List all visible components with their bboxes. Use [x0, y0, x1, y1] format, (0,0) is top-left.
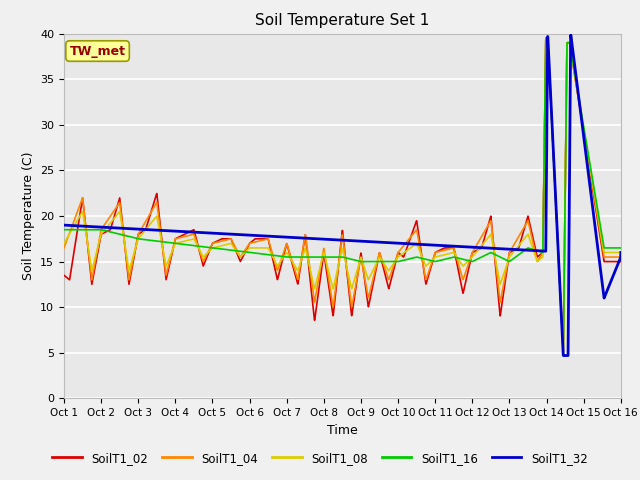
SoilT1_32	[298, 235, 305, 241]
SoilT1_02	[124, 268, 131, 274]
SoilT1_02	[617, 259, 625, 264]
SoilT1_02	[542, 35, 550, 41]
SoilT1_02	[559, 349, 567, 355]
SoilT1_32	[617, 250, 625, 255]
SoilT1_08	[124, 259, 131, 264]
SoilT1_16	[606, 245, 614, 251]
Line: SoilT1_32: SoilT1_32	[64, 35, 621, 356]
SoilT1_32	[606, 280, 614, 286]
SoilT1_16	[124, 233, 131, 239]
SoilT1_04	[559, 349, 567, 355]
SoilT1_02	[157, 225, 164, 231]
SoilT1_04	[606, 254, 614, 260]
SoilT1_08	[617, 250, 625, 255]
Y-axis label: Soil Temperature (C): Soil Temperature (C)	[22, 152, 35, 280]
X-axis label: Time: Time	[327, 424, 358, 437]
SoilT1_16	[617, 245, 625, 251]
SoilT1_32	[157, 228, 164, 233]
SoilT1_32	[559, 353, 567, 359]
SoilT1_04	[542, 35, 550, 41]
Text: TW_met: TW_met	[70, 45, 125, 58]
SoilT1_16	[60, 227, 68, 232]
SoilT1_32	[546, 76, 554, 82]
SoilT1_16	[542, 35, 550, 41]
Line: SoilT1_04: SoilT1_04	[64, 38, 621, 352]
SoilT1_02	[274, 276, 282, 282]
SoilT1_04	[124, 265, 131, 271]
SoilT1_08	[546, 84, 554, 89]
SoilT1_08	[298, 256, 305, 262]
SoilT1_08	[60, 240, 68, 246]
SoilT1_04	[298, 253, 305, 259]
SoilT1_16	[559, 351, 567, 357]
Legend: SoilT1_02, SoilT1_04, SoilT1_08, SoilT1_16, SoilT1_32: SoilT1_02, SoilT1_04, SoilT1_08, SoilT1_…	[47, 447, 593, 469]
SoilT1_32	[274, 234, 282, 240]
SoilT1_16	[546, 84, 554, 90]
SoilT1_04	[157, 229, 164, 235]
SoilT1_08	[542, 35, 550, 41]
SoilT1_16	[298, 254, 305, 260]
SoilT1_02	[60, 272, 68, 278]
SoilT1_02	[606, 259, 614, 264]
SoilT1_32	[567, 32, 575, 38]
SoilT1_16	[157, 239, 164, 244]
Title: Soil Temperature Set 1: Soil Temperature Set 1	[255, 13, 429, 28]
SoilT1_04	[546, 84, 554, 89]
SoilT1_08	[157, 233, 164, 239]
SoilT1_08	[559, 349, 567, 355]
SoilT1_08	[274, 263, 282, 269]
SoilT1_16	[274, 253, 282, 259]
SoilT1_04	[617, 254, 625, 260]
Line: SoilT1_08: SoilT1_08	[64, 38, 621, 352]
SoilT1_04	[274, 268, 282, 274]
SoilT1_02	[546, 84, 554, 89]
SoilT1_32	[124, 226, 131, 231]
SoilT1_04	[60, 245, 68, 251]
SoilT1_02	[298, 256, 305, 262]
SoilT1_32	[60, 222, 68, 228]
Line: SoilT1_02: SoilT1_02	[64, 38, 621, 352]
SoilT1_08	[606, 250, 614, 255]
Line: SoilT1_16: SoilT1_16	[64, 38, 621, 354]
